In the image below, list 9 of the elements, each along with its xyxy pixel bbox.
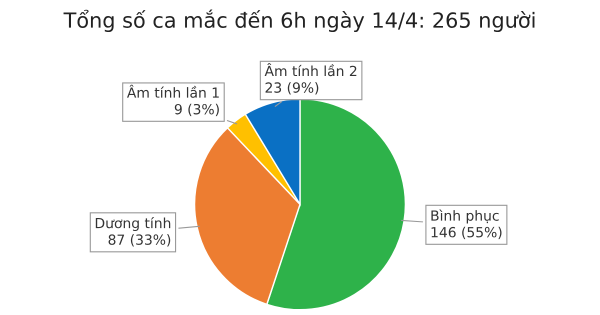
- slice-label: Bình phục: [431, 210, 499, 224]
- chart-title: Tổng số ca mắc đến 6h ngày 14/4: 265 người: [64, 9, 534, 32]
- data-label: 23 (9%): [266, 82, 318, 94]
- data-label: 87 (33%): [108, 234, 170, 247]
- slice-label: Âm tính lần 1: [126, 84, 219, 98]
- slice-label: Dương tính: [96, 217, 170, 231]
- slice-label: Âm tính lần 2: [264, 63, 356, 76]
- data-label: 9 (3%): [174, 104, 219, 116]
- data-label: 146 (55%): [432, 226, 502, 240]
